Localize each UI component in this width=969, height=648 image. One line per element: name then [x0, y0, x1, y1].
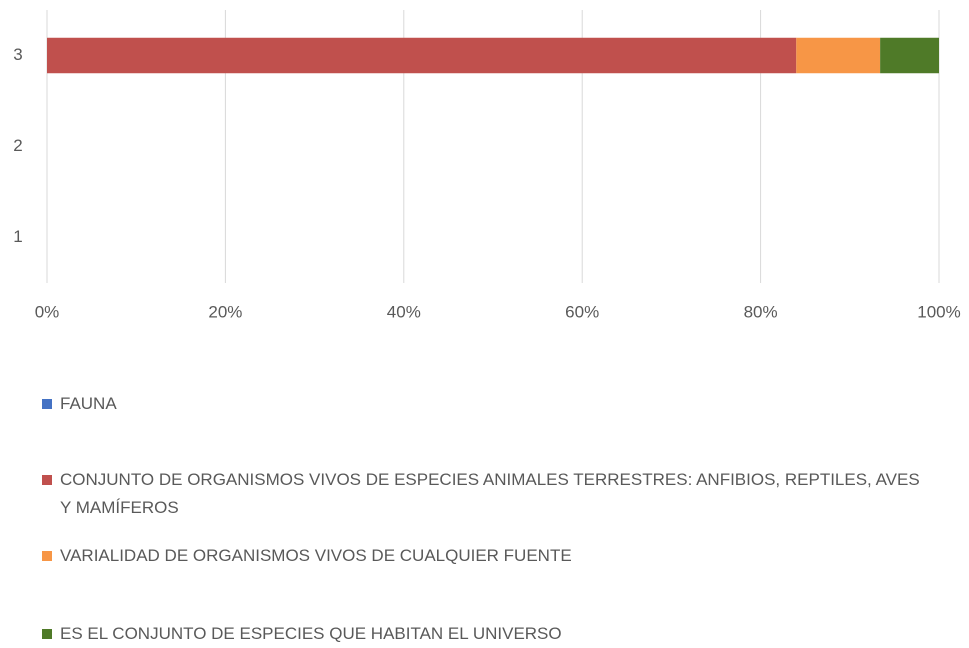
bar-segment [880, 37, 939, 74]
legend-swatch [42, 629, 52, 639]
x-tick-label: 100% [917, 302, 960, 321]
legend-swatch [42, 551, 52, 561]
legend-label: VARIALIDAD DE ORGANISMOS VIVOS DE CUALQU… [60, 546, 572, 565]
y-tick-label: 2 [13, 136, 22, 155]
x-tick-label: 40% [387, 302, 421, 321]
bar-segment [47, 37, 797, 74]
bar-segment [796, 37, 881, 74]
x-tick-label: 0% [35, 302, 60, 321]
legend-swatch [42, 399, 52, 409]
y-tick-label: 3 [13, 45, 22, 64]
x-tick-label: 20% [208, 302, 242, 321]
legend-label: CONJUNTO DE ORGANISMOS VIVOS DE ESPECIES… [60, 470, 920, 517]
chart: 0% 20% 40% 60% 80% 100% 1 2 3 [13, 10, 961, 321]
x-tick-label: 80% [744, 302, 778, 321]
legend-label: FAUNA [60, 394, 117, 413]
legend-swatch [42, 475, 52, 485]
legend-label: ES EL CONJUNTO DE ESPECIES QUE HABITAN E… [60, 624, 562, 643]
x-tick-label: 60% [565, 302, 599, 321]
y-tick-label: 1 [13, 227, 22, 246]
